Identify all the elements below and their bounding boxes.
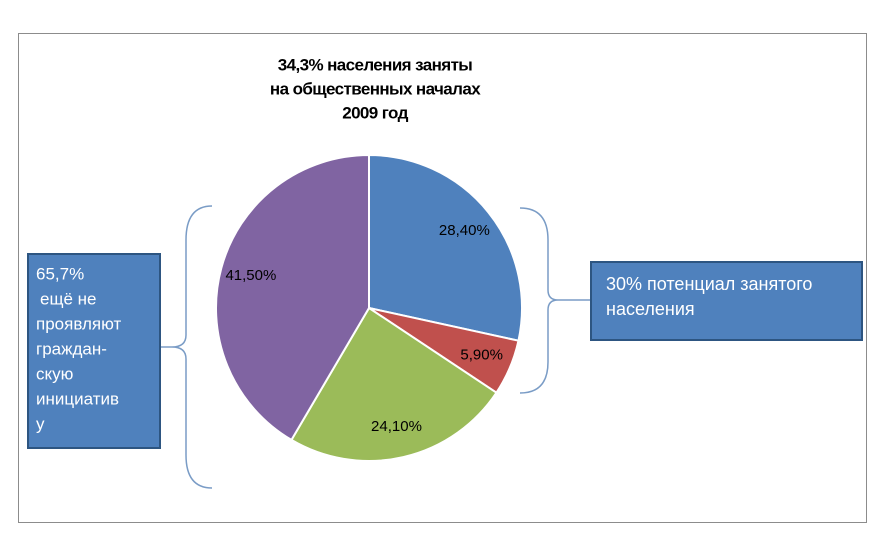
- left-annotation-box: [27, 253, 161, 449]
- right-annotation-box: [590, 261, 863, 341]
- pie-slice: [215, 153, 370, 442]
- pie-slice: [290, 306, 498, 462]
- right-annotation: населения: [606, 299, 695, 319]
- left-annotation: граждан-: [36, 339, 107, 358]
- data-label: 5,90%: [460, 347, 503, 364]
- right-annotation: 30% потенциал занятого: [606, 274, 812, 294]
- left-annotation: проявляют: [36, 314, 121, 333]
- pie: 28,40% 5,90% 24,10% 41,50%: [215, 153, 523, 462]
- left-annotation: ещё не: [40, 289, 96, 308]
- chart-title: 2009 год: [342, 103, 408, 122]
- data-label: 28,40%: [439, 222, 490, 239]
- data-label: 24,10%: [371, 418, 422, 435]
- chart-title: 34,3% населения заняты: [278, 55, 473, 74]
- left-annotation: скую: [36, 364, 74, 383]
- left-annotation: 65,7%: [36, 264, 84, 283]
- left-annotation: у: [36, 414, 45, 433]
- left-annotation: инициатив: [36, 389, 119, 408]
- chart-title: на общественных началах: [270, 79, 481, 98]
- data-label: 41,50%: [225, 267, 276, 284]
- pie-slice: [368, 153, 523, 342]
